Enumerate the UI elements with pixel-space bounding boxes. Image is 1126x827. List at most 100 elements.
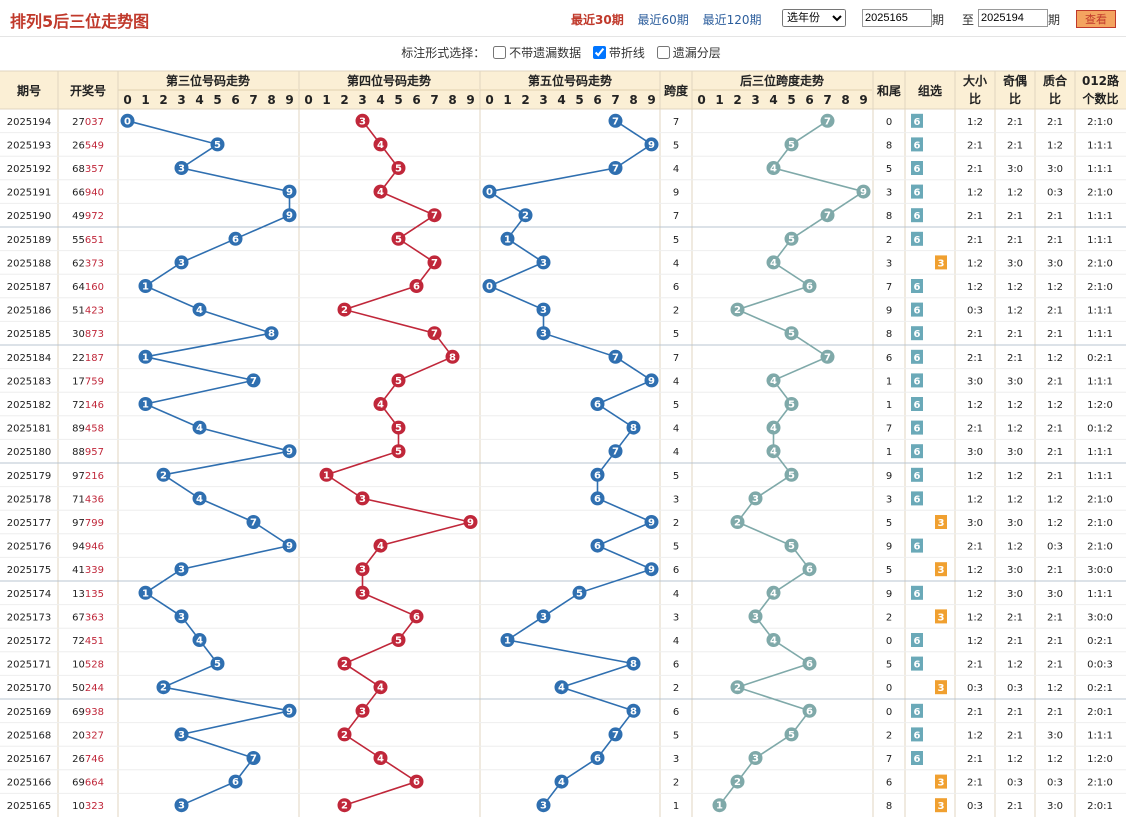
group-marker-label: 3	[938, 565, 945, 576]
no-miss-checkbox[interactable]	[493, 46, 507, 59]
pos4-ball-label: 1	[323, 470, 330, 481]
pos4-ball	[355, 491, 370, 506]
span-ball-label: 6	[806, 706, 813, 717]
pos4-ball	[427, 326, 442, 341]
draw-digit: 4	[85, 306, 91, 317]
sum-tail-cell: 5	[886, 164, 892, 175]
range-30-link[interactable]: 最近30期	[571, 13, 624, 27]
road-header-line1: 012路	[1082, 73, 1120, 88]
layered-checkbox[interactable]	[656, 46, 670, 59]
big-small-cell: 1:2	[967, 730, 983, 741]
period-cell: 2025169	[7, 707, 52, 718]
draw-digit: 3	[98, 612, 104, 623]
from-period-input[interactable]	[862, 9, 932, 27]
period-cell: 2025172	[7, 636, 52, 647]
pos4-ball-label: 2	[341, 801, 348, 812]
sum-tail-cell: 3	[886, 188, 892, 199]
pos4-ball-label: 2	[341, 659, 348, 670]
span-ball	[748, 609, 763, 624]
group-marker	[911, 703, 923, 718]
pos4-header-digit: 9	[466, 93, 474, 107]
pos4-ball	[409, 279, 424, 293]
period-cell: 2025185	[7, 329, 52, 340]
sum-tail-cell: 9	[886, 589, 892, 600]
span-ball-label: 7	[824, 352, 831, 363]
draw-digit: 2	[91, 730, 97, 741]
to-period-input[interactable]	[978, 9, 1048, 27]
pos5-ball-label: 1	[504, 636, 511, 647]
odd-even-cell: 2:1	[1007, 612, 1023, 623]
group-marker-label: 3	[938, 258, 945, 269]
odd-even-cell: 3:0	[1007, 258, 1023, 269]
group-marker-label: 6	[914, 542, 921, 553]
pos5-header-digit: 8	[629, 93, 637, 107]
draw-digit: 0	[78, 660, 84, 671]
draw-digit: 5	[98, 589, 104, 600]
pos5-ball	[482, 279, 497, 293]
pos5-ball	[536, 255, 551, 270]
prime-cell: 0:3	[1047, 542, 1063, 553]
pos3-ball-label: 3	[178, 258, 185, 269]
draw-digit: 8	[98, 424, 104, 435]
draw-digit: 3	[91, 117, 97, 128]
pos3-header-digit: 0	[123, 93, 131, 107]
prime-cell: 1:2	[1047, 140, 1063, 151]
draw-cell: 13135	[72, 589, 104, 600]
pos3-ball-label: 3	[178, 164, 185, 175]
span-ball-label: 2	[734, 518, 741, 529]
pos3-ball-label: 7	[250, 376, 257, 387]
span-ball	[766, 255, 781, 270]
big-small-cell: 3:0	[967, 518, 983, 529]
period-cell: 2025180	[7, 447, 52, 458]
draw-digit: 6	[72, 612, 78, 623]
draw-digit: 8	[78, 447, 84, 458]
polyline-checkbox[interactable]	[592, 46, 606, 59]
draw-digit: 8	[91, 353, 97, 364]
pos3-ball	[138, 397, 153, 411]
option-polyline[interactable]: 带折线	[592, 46, 645, 60]
road-cell: 2:1:0	[1087, 494, 1113, 505]
view-button[interactable]: 查看	[1076, 10, 1116, 28]
range-120-link[interactable]: 最近120期	[702, 13, 762, 27]
span-ball-label: 7	[824, 211, 831, 222]
big-small-cell: 2:1	[967, 353, 983, 364]
draw-digit: 7	[72, 400, 78, 411]
year-select[interactable]: 选年份	[782, 9, 846, 27]
group-marker	[935, 609, 947, 624]
group-marker-label: 6	[914, 282, 921, 293]
draw-digit: 3	[85, 612, 91, 623]
road-cell: 1:1:1	[1087, 235, 1113, 246]
option-no-miss[interactable]: 不带遗漏数据	[493, 46, 581, 60]
span-cell: 3	[673, 494, 679, 505]
prime-header-line1: 质合	[1043, 73, 1068, 88]
road-cell: 2:0:1	[1087, 801, 1113, 812]
prime-cell: 1:2	[1047, 754, 1063, 765]
draw-digit: 3	[91, 494, 97, 505]
odd-even-cell: 2:1	[1007, 801, 1023, 812]
road-cell: 2:0:1	[1087, 707, 1113, 718]
pos3-ball-label: 9	[286, 211, 293, 222]
big-small-cell: 3:0	[967, 376, 983, 387]
pos4-header-digit: 6	[412, 93, 420, 107]
pos3-ball-label: 9	[286, 187, 293, 198]
pos5-ball-label: 7	[612, 352, 619, 363]
big-small-cell: 2:1	[967, 329, 983, 340]
pos3-ball	[210, 137, 225, 152]
draw-cell: 10323	[72, 801, 104, 812]
pos3-ball	[174, 798, 189, 813]
range-60-link[interactable]: 最近60期	[637, 13, 689, 27]
group-marker-label: 6	[914, 636, 921, 647]
pos5-ball-label: 9	[648, 565, 655, 576]
group-marker-label: 6	[914, 424, 921, 435]
odd-even-cell: 3:0	[1007, 589, 1023, 600]
display-options: 标注形式选择： 不带遗漏数据 带折线 遗漏分层	[0, 44, 1126, 61]
draw-digit: 3	[98, 801, 104, 812]
pos4-ball	[373, 397, 388, 411]
draw-digit: 8	[78, 164, 84, 175]
pos3-ball-label: 7	[250, 518, 257, 529]
draw-digit: 7	[91, 211, 97, 222]
big-small-cell: 2:1	[967, 754, 983, 765]
span-ball	[712, 798, 727, 813]
option-layered[interactable]: 遗漏分层	[656, 46, 721, 60]
pos3-ball	[210, 656, 225, 671]
